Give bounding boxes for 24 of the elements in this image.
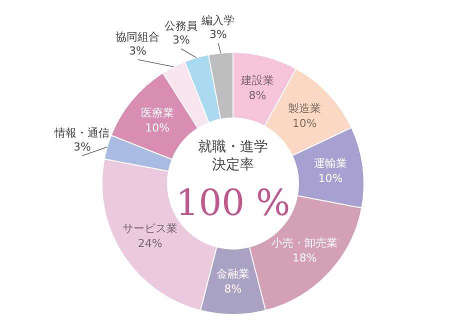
data-label: 3% xyxy=(128,44,146,58)
data-label: 10% xyxy=(145,122,170,135)
data-label: 8% xyxy=(224,282,242,296)
slice-label: サービス業 xyxy=(122,222,178,236)
data-label: 24% xyxy=(138,237,162,250)
text: 就職・進学決定率 xyxy=(198,139,268,174)
data-label: 10% xyxy=(292,117,317,130)
slice-label: 公務員 xyxy=(164,20,198,33)
slice-label: 小売・卸売業 xyxy=(272,236,338,250)
slice-label: 医療業 xyxy=(140,106,174,120)
data-label: 18% xyxy=(292,252,317,265)
data-label: 3% xyxy=(172,34,190,47)
data-label: 10% xyxy=(318,172,343,186)
text: 100 % xyxy=(176,182,290,224)
slice-label: 編入学 xyxy=(200,14,235,28)
data-label: 3% xyxy=(210,28,227,42)
slice-label: 情報・通信 xyxy=(54,126,110,140)
slice-label: 協同組合 xyxy=(116,30,160,44)
slice-label: 建設業 xyxy=(240,74,274,88)
slice-label: 運輸業 xyxy=(314,157,347,170)
data-label: 8% xyxy=(248,89,266,102)
slice-label: 金融業 xyxy=(216,268,250,281)
data-label: 3% xyxy=(74,140,91,154)
slice-label: 製造業 xyxy=(288,102,322,116)
